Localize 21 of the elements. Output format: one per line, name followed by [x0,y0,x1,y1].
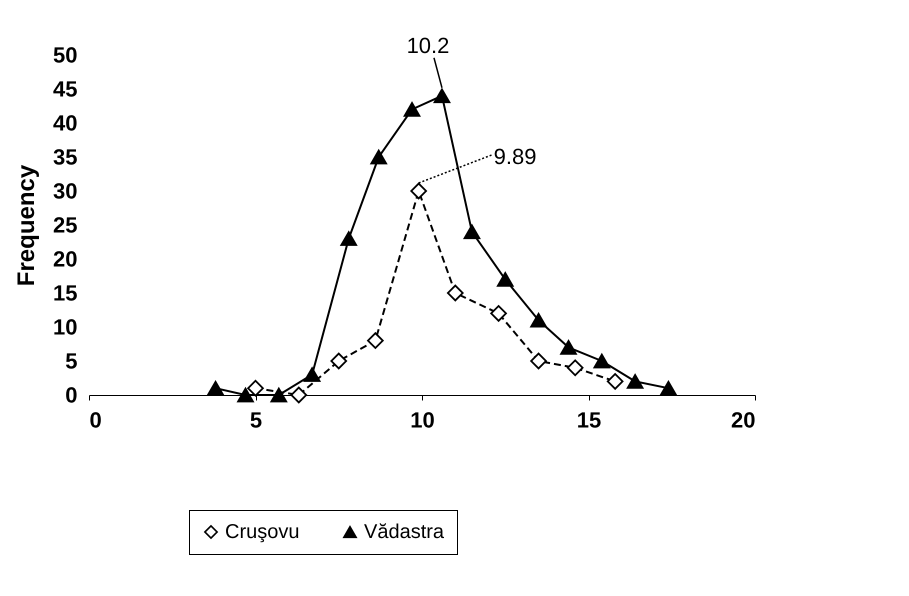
y-tick-label: 15 [53,280,78,306]
legend-label: Vădastra [364,521,445,543]
y-tick-label: 0 [65,382,78,408]
x-tick-label: 10 [410,408,435,432]
y-tick-label: 30 [53,178,78,204]
y-axis-title: Frequency [13,164,40,286]
y-tick-label: 35 [53,144,78,170]
y-tick-label: 25 [53,212,78,238]
y-tick-label: 5 [65,348,78,374]
x-tick-label: 20 [731,408,756,432]
legend-label: Cruşovu [225,521,300,543]
x-tick-label: 5 [250,408,262,432]
y-tick-label: 20 [53,246,78,272]
x-tick-label: 0 [90,408,102,432]
x-tick-label: 15 [576,408,602,432]
y-tick-label: 45 [53,76,78,102]
annotation: 10.2 [406,32,450,58]
y-tick-label: 50 [53,42,78,68]
y-tick-label: 40 [53,110,78,136]
annotation: 9.89 [494,144,536,169]
y-tick-label: 10 [53,314,78,340]
